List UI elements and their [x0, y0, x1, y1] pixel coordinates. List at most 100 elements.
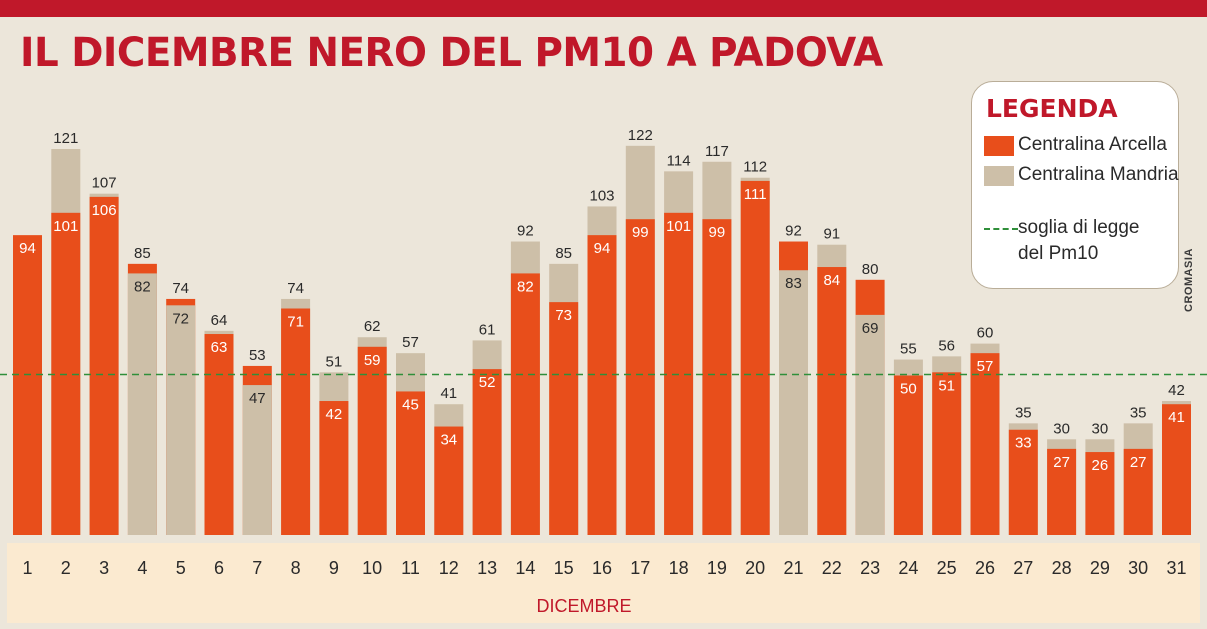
x-tick-22: 22 — [822, 558, 842, 578]
bar-arcella-9 — [319, 401, 349, 535]
x-tick-11: 11 — [401, 558, 420, 578]
x-tick-13: 13 — [477, 558, 497, 578]
data-label-top-9: 51 — [326, 353, 343, 370]
bar-arcella-15 — [549, 302, 579, 535]
legend-swatch-mandria — [984, 166, 1014, 186]
data-label-top-4: 85 — [134, 245, 151, 262]
data-label-top-8: 74 — [287, 280, 304, 297]
data-label-top-10: 62 — [364, 318, 381, 335]
bar-arcella-3 — [89, 196, 119, 536]
data-label-inner-9: 42 — [326, 406, 343, 423]
data-label-top-24: 55 — [900, 341, 917, 358]
top-bar — [0, 0, 1207, 17]
x-tick-9: 9 — [329, 558, 339, 578]
bar-arcella-29 — [1085, 452, 1115, 535]
bar-arcella-12 — [434, 426, 464, 535]
bars-layer — [13, 145, 1191, 536]
bar-mandria-23 — [855, 314, 885, 535]
x-tick-31: 31 — [1166, 558, 1186, 578]
bar-arcella-17 — [625, 219, 655, 535]
data-label-inner-11: 45 — [402, 396, 419, 413]
x-tick-8: 8 — [291, 558, 301, 578]
data-label-top-30: 35 — [1130, 404, 1147, 421]
data-label-inner-13: 52 — [479, 374, 496, 391]
data-label-top-17: 122 — [628, 127, 653, 144]
data-label-top-13: 61 — [479, 321, 496, 338]
bar-mandria-21 — [779, 270, 808, 535]
data-label-inner-15: 73 — [555, 307, 572, 324]
data-label-inner-12: 34 — [440, 432, 457, 449]
bar-arcella-30 — [1123, 448, 1153, 535]
x-tick-25: 25 — [937, 558, 957, 578]
x-tick-1: 1 — [22, 558, 32, 578]
x-tick-14: 14 — [515, 558, 535, 578]
bar-arcella-10 — [357, 346, 387, 535]
bar-arcella-6 — [204, 334, 234, 535]
x-tick-28: 28 — [1052, 558, 1072, 578]
bar-arcella-19 — [702, 219, 732, 535]
x-tick-26: 26 — [975, 558, 995, 578]
data-label-inner-28: 27 — [1053, 454, 1070, 471]
data-label-inner-17: 99 — [632, 224, 649, 241]
data-label-top-21: 92 — [785, 223, 802, 240]
data-label-inner-23: 69 — [862, 320, 879, 337]
legend-label-threshold-1: soglia di legge — [1018, 217, 1140, 238]
data-label-top-27: 35 — [1015, 404, 1032, 421]
x-tick-2: 2 — [61, 558, 71, 578]
data-label-inner-14: 82 — [517, 278, 534, 295]
data-label-top-18: 114 — [667, 152, 691, 169]
data-label-inner-31: 41 — [1168, 409, 1185, 426]
data-label-top-6: 64 — [211, 312, 228, 329]
x-tick-4: 4 — [137, 558, 147, 578]
data-label-top-25: 56 — [938, 337, 955, 354]
data-label-inner-6: 63 — [211, 339, 228, 356]
data-label-inner-2: 101 — [53, 218, 78, 235]
data-label-inner-29: 26 — [1092, 457, 1109, 474]
x-tick-29: 29 — [1090, 558, 1110, 578]
x-tick-15: 15 — [554, 558, 574, 578]
data-label-top-15: 85 — [555, 245, 572, 262]
data-label-inner-27: 33 — [1015, 435, 1032, 452]
data-label-top-5: 74 — [172, 280, 189, 297]
data-label-top-7: 53 — [249, 347, 266, 364]
x-tick-21: 21 — [783, 558, 803, 578]
x-tick-18: 18 — [669, 558, 689, 578]
legend-title: LEGENDA — [986, 94, 1118, 123]
legend-dash-threshold — [984, 228, 1018, 230]
data-label-top-12: 41 — [440, 385, 457, 402]
bar-arcella-16 — [587, 235, 617, 535]
chart-title: IL DICEMBRE NERO DEL PM10 A PADOVA — [20, 30, 883, 76]
x-tick-30: 30 — [1128, 558, 1148, 578]
x-axis-band — [7, 543, 1200, 623]
data-label-inner-4: 82 — [134, 278, 151, 295]
x-tick-20: 20 — [745, 558, 765, 578]
data-label-top-14: 92 — [517, 223, 534, 240]
bar-arcella-11 — [396, 391, 425, 535]
bar-arcella-22 — [817, 267, 847, 535]
data-label-top-3: 107 — [92, 175, 117, 192]
legend: LEGENDA Centralina Arcella Centralina Ma… — [971, 81, 1179, 289]
data-label-inner-24: 50 — [900, 381, 917, 398]
data-label-inner-19: 99 — [709, 224, 726, 241]
bar-arcella-20 — [740, 180, 770, 535]
x-tick-12: 12 — [439, 558, 459, 578]
legend-label-arcella: Centralina Arcella — [1018, 134, 1167, 155]
data-label-top-29: 30 — [1092, 420, 1109, 437]
bar-arcella-26 — [970, 353, 1000, 535]
data-label-inner-7: 47 — [249, 390, 266, 407]
x-tick-3: 3 — [99, 558, 109, 578]
data-label-inner-16: 94 — [594, 240, 611, 257]
data-label-inner-5: 72 — [172, 310, 189, 327]
bar-arcella-14 — [510, 273, 540, 535]
bar-arcella-13 — [472, 369, 502, 535]
data-label-inner-8: 71 — [287, 314, 304, 331]
data-label-top-22: 91 — [823, 226, 840, 243]
data-label-inner-10: 59 — [364, 352, 381, 369]
data-label-inner-30: 27 — [1130, 454, 1147, 471]
x-tick-5: 5 — [176, 558, 186, 578]
x-axis-label: DICEMBRE — [536, 596, 631, 616]
data-label-inner-1: 94 — [19, 240, 36, 257]
bar-arcella-25 — [932, 372, 962, 535]
labels-layer: 9411211012107106385824747256463653477747… — [19, 127, 1186, 578]
